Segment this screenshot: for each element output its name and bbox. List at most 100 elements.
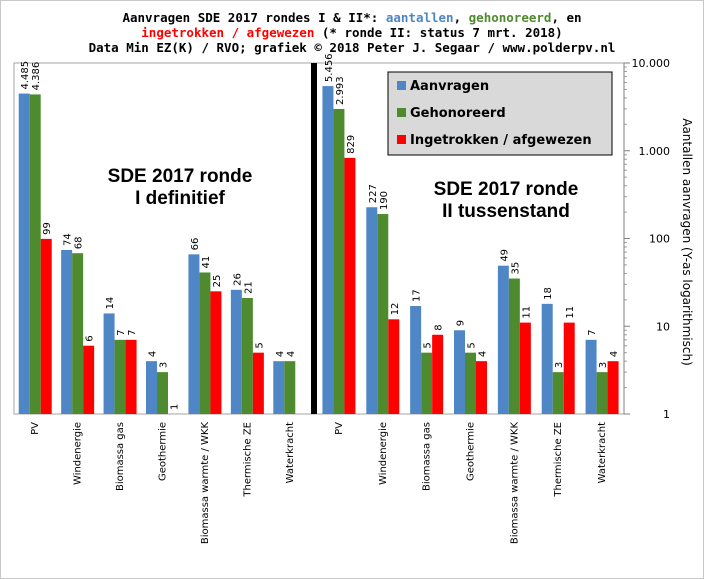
data-label: 5 bbox=[423, 342, 434, 348]
bar-ingetrokken bbox=[252, 352, 264, 414]
title-sep: , bbox=[453, 10, 469, 25]
bar-gehonoreerd bbox=[29, 94, 41, 414]
bar-gehonoreerd bbox=[552, 372, 564, 414]
bar-gehonoreerd bbox=[421, 352, 433, 414]
bar-ingetrokken bbox=[476, 361, 487, 414]
data-label: 25 bbox=[212, 275, 223, 288]
bar-gehonoreerd bbox=[465, 352, 476, 414]
data-label: 4 bbox=[275, 351, 286, 357]
category-label: PV bbox=[30, 422, 41, 435]
bar-aanvragen bbox=[61, 249, 73, 414]
bar-ingetrokken bbox=[40, 238, 52, 414]
data-label: 5.456 bbox=[324, 53, 335, 82]
legend-label: Ingetrokken / afgewezen bbox=[410, 133, 592, 148]
category-label: Waterkracht bbox=[597, 422, 608, 483]
data-label: 12 bbox=[390, 303, 401, 316]
data-label: 9 bbox=[456, 320, 467, 326]
category-label: Geothermie bbox=[158, 422, 169, 481]
chart-title-line-1: Aanvragen SDE 2017 rondes I & II*: aanta… bbox=[0, 10, 704, 25]
legend-swatch bbox=[397, 108, 406, 117]
data-label: 8 bbox=[434, 324, 445, 330]
data-label: 7 bbox=[127, 329, 138, 335]
data-label: 3 bbox=[554, 362, 565, 368]
data-label: 4.485 bbox=[20, 61, 31, 90]
legend-box bbox=[387, 71, 613, 156]
category-label: Thermische ZE bbox=[553, 422, 564, 498]
category-label: Biomassa gas bbox=[115, 422, 126, 491]
data-label: 7 bbox=[587, 329, 598, 335]
bar-ingetrokken bbox=[83, 345, 95, 414]
panel-annotation: II tussenstand bbox=[442, 201, 570, 222]
bar-gehonoreerd bbox=[72, 253, 84, 414]
legend-label: Aanvragen bbox=[410, 79, 489, 94]
data-label: 190 bbox=[379, 191, 390, 210]
bar-ingetrokken bbox=[607, 361, 619, 414]
data-label: 18 bbox=[543, 287, 554, 300]
data-label: 49 bbox=[499, 249, 510, 262]
bar-aanvragen bbox=[497, 265, 509, 414]
y-tick-label: 1.000 bbox=[639, 145, 671, 158]
data-label: 41 bbox=[201, 256, 212, 269]
data-label: 4.386 bbox=[31, 62, 42, 91]
y-tick-label: 10.000 bbox=[632, 57, 671, 70]
data-label: 17 bbox=[412, 289, 423, 302]
data-label: 4 bbox=[286, 351, 297, 357]
data-label: 4 bbox=[148, 351, 159, 357]
data-label: 21 bbox=[243, 281, 254, 294]
category-label: PV bbox=[334, 422, 345, 435]
bar-aanvragen bbox=[103, 313, 115, 414]
bar-aanvragen bbox=[454, 330, 465, 414]
data-label: 99 bbox=[42, 222, 53, 235]
data-label: 11 bbox=[521, 306, 532, 319]
category-label: Biomassa warmte / WKK bbox=[509, 422, 520, 545]
legend: Aanvragen Gehonoreerd Ingetrokken / afgewe… bbox=[387, 71, 613, 156]
panel-annotation: I definitief bbox=[135, 188, 225, 209]
bar-aanvragen bbox=[585, 339, 597, 414]
legend-swatch bbox=[397, 81, 406, 90]
bar-gehonoreerd bbox=[596, 372, 608, 414]
title-suffix: , en bbox=[551, 10, 582, 25]
bar-aanvragen bbox=[322, 86, 334, 415]
data-label: 66 bbox=[190, 238, 201, 251]
category-label: Waterkracht bbox=[285, 422, 296, 483]
bar-gehonoreerd bbox=[199, 272, 211, 414]
bar-gehonoreerd bbox=[333, 108, 345, 415]
panel-annotation: SDE 2017 ronde bbox=[434, 179, 579, 200]
bar-ingetrokken bbox=[519, 322, 531, 414]
category-label: Thermische ZE bbox=[242, 422, 253, 498]
y-tick-label: 10 bbox=[656, 320, 670, 333]
bar-aanvragen bbox=[18, 93, 30, 414]
data-label: 6 bbox=[85, 335, 96, 341]
bar-gehonoreerd bbox=[377, 214, 389, 414]
round-divider bbox=[311, 63, 317, 414]
category-label: Windenergie bbox=[73, 422, 84, 485]
title-status: (* ronde II: status 7 mrt. 2018) bbox=[314, 25, 563, 40]
data-label: 2.993 bbox=[335, 76, 346, 105]
y-tick-label: 1 bbox=[663, 408, 670, 421]
title-ingetrokken: ingetrokken / afgewezen bbox=[141, 25, 315, 40]
bar-ingetrokken bbox=[125, 339, 137, 414]
bar-aanvragen bbox=[366, 207, 378, 414]
data-label: 5 bbox=[467, 342, 478, 348]
bar-aanvragen bbox=[230, 289, 242, 414]
data-label: 5 bbox=[254, 342, 265, 348]
legend-label: Gehonoreerd bbox=[410, 106, 506, 121]
bar-gehonoreerd bbox=[241, 297, 253, 414]
data-label: 26 bbox=[232, 273, 243, 286]
bar-gehonoreerd bbox=[157, 372, 168, 414]
data-label: 227 bbox=[368, 184, 379, 203]
category-label: Geothermie bbox=[466, 422, 477, 481]
panel-annotation: SDE 2017 ronde bbox=[108, 166, 253, 187]
data-label: 68 bbox=[74, 236, 85, 249]
bar-gehonoreerd bbox=[284, 361, 296, 414]
data-label: 3 bbox=[159, 362, 170, 368]
data-label: 14 bbox=[105, 297, 116, 310]
bar-gehonoreerd bbox=[508, 278, 520, 414]
bar-ingetrokken bbox=[210, 291, 222, 414]
bar-gehonoreerd bbox=[114, 339, 126, 414]
data-label: 1 bbox=[170, 404, 181, 410]
data-label: 74 bbox=[63, 233, 74, 246]
